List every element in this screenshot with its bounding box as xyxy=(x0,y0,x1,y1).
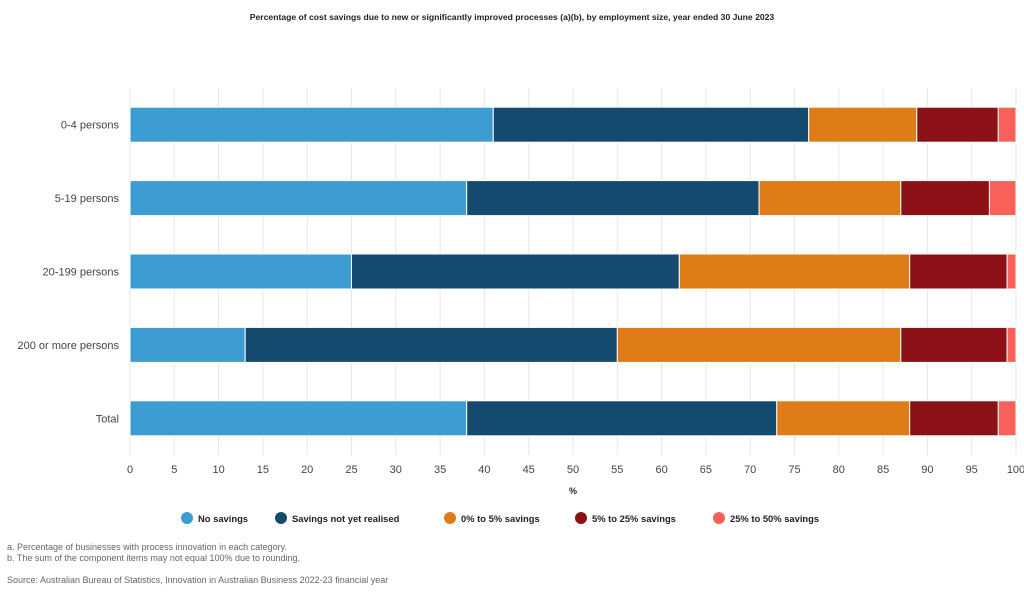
bar-segment xyxy=(129,180,468,217)
y-category-label: 200 or more persons xyxy=(18,340,120,352)
bar-segment xyxy=(900,326,1008,363)
x-tick-label: 100 xyxy=(1007,464,1024,476)
x-tick-label: 50 xyxy=(567,464,579,476)
legend-item-5-to-25-savings[interactable]: 5% to 25% savings xyxy=(575,512,676,524)
legend-swatch-savings-not-yet-realised xyxy=(275,512,287,524)
x-tick-label: 20 xyxy=(301,464,313,476)
x-tick-label: 60 xyxy=(655,464,667,476)
bar-segment xyxy=(997,106,1017,143)
x-tick-label: 85 xyxy=(877,464,889,476)
legend-label: 0% to 5% savings xyxy=(461,512,540,524)
x-axis-title: % xyxy=(569,486,577,496)
footnotes: a. Percentage of businesses with process… xyxy=(7,542,300,564)
x-tick-label: 5 xyxy=(171,464,177,476)
bar-segment xyxy=(129,326,246,363)
bar-segment xyxy=(616,326,902,363)
x-tick-label: 0 xyxy=(127,464,133,476)
bar-segment xyxy=(678,253,911,290)
bar-segment xyxy=(776,400,911,437)
bar-segment xyxy=(916,106,999,143)
legend-swatch-0-to-5-savings xyxy=(444,512,456,524)
legend-swatch-25-to-50-savings xyxy=(713,512,725,524)
x-tick-label: 45 xyxy=(523,464,535,476)
footnote-b: b. The sum of the component items may no… xyxy=(7,553,301,563)
x-tick-label: 55 xyxy=(611,464,623,476)
bar-segment xyxy=(492,106,810,143)
bar-segment xyxy=(1006,253,1017,290)
bar-segment xyxy=(351,253,680,290)
bar-segment xyxy=(758,180,902,217)
footnote-a: a. Percentage of businesses with process… xyxy=(7,542,287,552)
x-tick-label: 95 xyxy=(966,464,978,476)
x-tick-label: 15 xyxy=(257,464,269,476)
bar-segment xyxy=(808,106,918,143)
bar-segment xyxy=(466,400,778,437)
legend-item-savings-not-yet-realised[interactable]: Savings not yet realised xyxy=(275,512,399,524)
y-category-label: Total xyxy=(96,413,119,425)
legend-item-0-to-5-savings[interactable]: 0% to 5% savings xyxy=(444,512,540,524)
chart-legend: No savings Savings not yet realised 0% t… xyxy=(0,512,1024,528)
legend-item-25-to-50-savings[interactable]: 25% to 50% savings xyxy=(713,512,819,524)
bar-segment xyxy=(466,180,760,217)
bar-segment xyxy=(129,400,468,437)
x-tick-label: 10 xyxy=(212,464,224,476)
x-tick-label: 70 xyxy=(744,464,756,476)
y-category-label: 20-199 persons xyxy=(43,267,120,279)
x-tick-label: 65 xyxy=(700,464,712,476)
bar-segment xyxy=(909,253,1008,290)
bar-segment xyxy=(988,180,1017,217)
bar-segment xyxy=(909,400,999,437)
source-note: Source: Australian Bureau of Statistics,… xyxy=(7,575,389,585)
bar-segment xyxy=(129,253,352,290)
x-tick-label: 40 xyxy=(478,464,490,476)
bar-segment xyxy=(129,106,494,143)
y-category-label: 5-19 persons xyxy=(55,193,120,205)
legend-label: 5% to 25% savings xyxy=(592,512,676,524)
legend-item-no-savings[interactable]: No savings xyxy=(181,512,248,524)
bar-segment xyxy=(900,180,990,217)
legend-label: 25% to 50% savings xyxy=(730,512,820,524)
bar-segment xyxy=(244,326,618,363)
x-tick-label: 90 xyxy=(921,464,933,476)
legend-label: Savings not yet realised xyxy=(292,512,400,524)
legend-swatch-5-to-25-savings xyxy=(575,512,587,524)
legend-swatch-no-savings xyxy=(181,512,193,524)
x-tick-label: 30 xyxy=(390,464,402,476)
x-tick-label: 25 xyxy=(345,464,357,476)
bar-segment xyxy=(997,400,1017,437)
bar-segment xyxy=(1006,326,1017,363)
x-tick-label: 35 xyxy=(434,464,446,476)
y-category-label: 0-4 persons xyxy=(61,120,120,132)
x-tick-label: 80 xyxy=(833,464,845,476)
legend-label: No savings xyxy=(198,512,249,524)
x-tick-label: 75 xyxy=(788,464,800,476)
chart-title: Percentage of cost savings due to new or… xyxy=(249,12,775,22)
